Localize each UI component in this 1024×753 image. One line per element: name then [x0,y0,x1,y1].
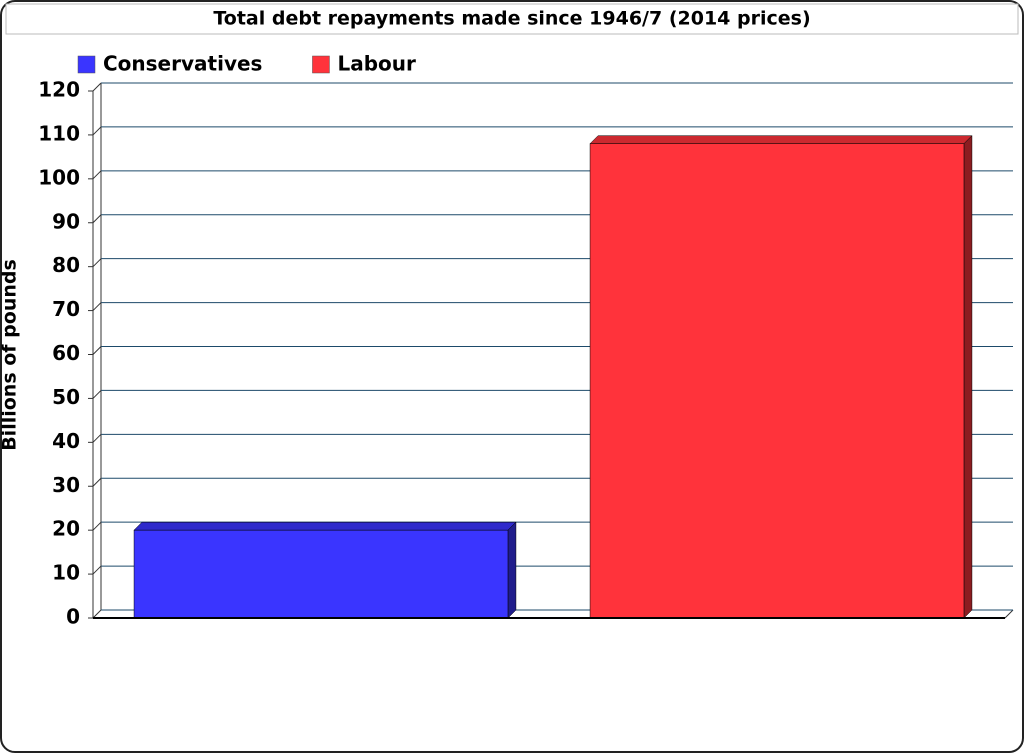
y-tick-label: 30 [52,473,80,497]
y-axis-label: Billions of pounds [0,259,21,451]
y-tick-label: 100 [38,165,80,189]
grid-connector [92,170,102,180]
y-tick-label: 0 [66,605,80,629]
grid-connector [92,126,102,136]
floor-right [1004,609,1014,619]
grid-connector [92,433,102,443]
grid-connector [92,521,102,531]
y-tick-label: 110 [38,121,80,145]
grid-connector [92,258,102,268]
bar-side [963,135,973,619]
y-tick-label: 120 [38,78,80,102]
y-tick-label: 40 [52,429,80,453]
bar [589,143,965,619]
bar-top [133,521,517,531]
legend-swatch [312,55,330,74]
y-tick-label: 80 [52,253,80,277]
grid-connector [92,214,102,224]
y-tick-label: 70 [52,297,80,321]
bar-top [589,135,973,144]
y-tick-label: 90 [52,209,80,233]
title-box [5,3,1019,35]
y-tick-label: 50 [52,385,80,409]
y-tick-label: 60 [52,341,80,365]
legend-label: Labour [337,52,416,76]
legend-label: Conservatives [103,52,262,76]
bar [133,529,509,619]
bar-side [507,521,517,619]
chart-title: Total debt repayments made since 1946/7 … [213,8,810,30]
grid-connector [92,390,102,399]
grid-connector [92,609,102,619]
legend-swatch [77,55,96,74]
grid-connector [92,565,102,575]
y-tick-label: 10 [52,561,80,585]
y-tick-label: 20 [52,517,80,541]
grid-connector [92,82,102,92]
grid-connector [92,302,102,311]
grid-connector [92,477,102,487]
grid-connector [92,346,102,355]
